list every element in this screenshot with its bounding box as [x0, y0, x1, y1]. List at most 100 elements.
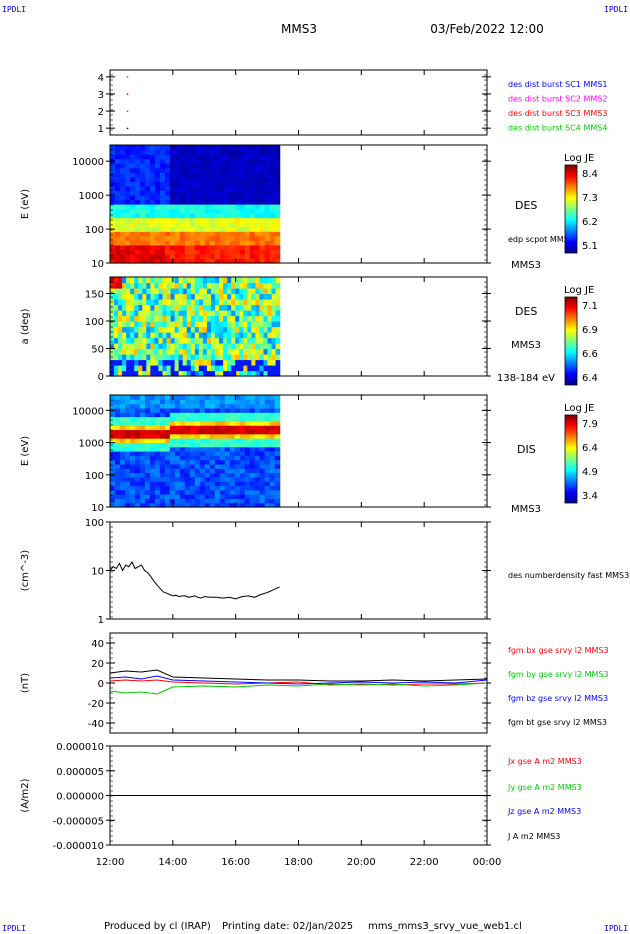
spectrogram-cell [219, 167, 226, 173]
pitch-angle-cell [114, 310, 119, 317]
spectrogram-cell [264, 172, 271, 178]
pitch-angle-cell [219, 348, 224, 355]
pitch-angle-cell [259, 310, 265, 317]
pitch-angle-cell [114, 354, 119, 361]
spectrogram-cell [259, 463, 266, 469]
pitch-angle-cell [235, 359, 240, 366]
spectrogram-cell [179, 258, 186, 264]
spectrogram-cell [239, 185, 246, 191]
pitch-angle-cell [219, 299, 224, 306]
spectrogram-cell [184, 433, 191, 439]
spectrogram-cell [264, 438, 271, 443]
spectrogram-cell [269, 158, 276, 164]
spectrogram-cell [144, 163, 151, 169]
pitch-angle-cell [126, 315, 131, 322]
pitch-angle-cell [198, 293, 204, 300]
y-tick-label: 10000 [72, 406, 104, 417]
spectrogram-cell [189, 249, 196, 255]
pitch-angle-cell [227, 343, 232, 350]
burst-marker [126, 127, 129, 130]
spectrogram-cell [214, 222, 221, 228]
spectrogram-cell [199, 185, 206, 191]
spectrogram-cell [239, 172, 246, 178]
spectrogram-cell [274, 489, 281, 495]
spectrogram-cell [134, 163, 141, 169]
spectrogram-cell [179, 181, 186, 187]
spectrogram-cell [259, 222, 266, 228]
pitch-angle-cell [190, 299, 196, 306]
spectrogram-cell [139, 231, 146, 237]
spectrogram-cell [144, 204, 151, 210]
pitch-angle-cell [150, 299, 156, 306]
spectrogram-cell [259, 240, 266, 246]
spectrogram-cell [224, 395, 231, 400]
spectrogram-cell [259, 498, 266, 504]
pitch-angle-cell [243, 277, 248, 284]
pitch-angle-cell [114, 321, 119, 328]
spectrogram-cell [239, 249, 246, 255]
pitch-angle-cell [223, 277, 228, 284]
spectrogram-cell [154, 502, 161, 508]
pitch-angle-cell [150, 348, 156, 355]
spectrogram-cell [214, 446, 221, 452]
spectrogram-cell [229, 429, 236, 435]
pitch-angle-cell [182, 282, 188, 289]
burst-marker [126, 76, 129, 78]
spectrogram-cell [159, 204, 166, 210]
pitch-angle-cell [166, 370, 172, 377]
pitch-angle-cell [174, 315, 180, 322]
spectrogram-cell [119, 190, 126, 196]
spectrogram-cell [264, 249, 271, 255]
spectrogram-cell [194, 145, 201, 151]
spectrogram-cell [134, 494, 141, 499]
spectrogram-cell [224, 158, 231, 164]
pitch-angle-cell [114, 370, 119, 377]
spectrogram-cell [254, 154, 261, 160]
spectrogram-cell [264, 420, 271, 426]
spectrogram-cell [254, 258, 261, 264]
pitch-angle-cell [126, 310, 131, 317]
spectrogram-cell [194, 185, 201, 191]
spectrogram-cell [234, 154, 241, 160]
spectrogram-cell [204, 235, 211, 241]
pitch-angle-cell [174, 365, 180, 372]
spectrogram-cell [254, 489, 261, 495]
spectrogram-cell [199, 489, 206, 495]
spectrogram-cell [219, 433, 226, 439]
spectrogram-cell [234, 403, 241, 409]
pitch-angle-cell [235, 332, 240, 339]
spectrogram-cell [234, 399, 241, 405]
spectrogram-cell [129, 176, 136, 182]
pitch-angle-cell [215, 304, 220, 311]
pitch-angle-cell [202, 332, 208, 339]
pitch-angle-cell [182, 365, 188, 372]
spectrogram-cell [139, 213, 146, 219]
pitch-angle-cell [166, 354, 172, 361]
pitch-angle-cell [178, 321, 184, 328]
spectrogram-cell [229, 208, 236, 214]
spectrogram-cell [269, 235, 276, 241]
spectrogram-cell [110, 208, 116, 214]
pitch-angle-cell [198, 348, 204, 355]
pitch-angle-cell [118, 343, 123, 350]
spectrogram-cell [119, 438, 126, 443]
spectrogram-cell [119, 416, 126, 422]
spectrogram-cell [154, 190, 161, 196]
spectrogram-cell [139, 226, 146, 232]
pitch-angle-cell [118, 326, 123, 333]
spectrogram-cell [154, 485, 161, 491]
pitch-angle-cell [142, 365, 147, 372]
spectrogram-cell [239, 416, 246, 422]
pitch-angle-cell [122, 365, 127, 372]
spectrogram-cell [219, 158, 226, 164]
pitch-angle-cell [190, 348, 196, 355]
spectrogram-cell [164, 442, 171, 448]
spectrogram-cell [194, 446, 201, 452]
spectrogram-cell [219, 446, 226, 452]
pitch-angle-cell [239, 337, 244, 344]
spectrogram-cell [204, 485, 211, 491]
pitch-angle-cell [174, 370, 180, 377]
pitch-angle-cell [263, 321, 269, 328]
pitch-angle-cell [182, 370, 188, 377]
pitch-angle-cell [243, 343, 248, 350]
